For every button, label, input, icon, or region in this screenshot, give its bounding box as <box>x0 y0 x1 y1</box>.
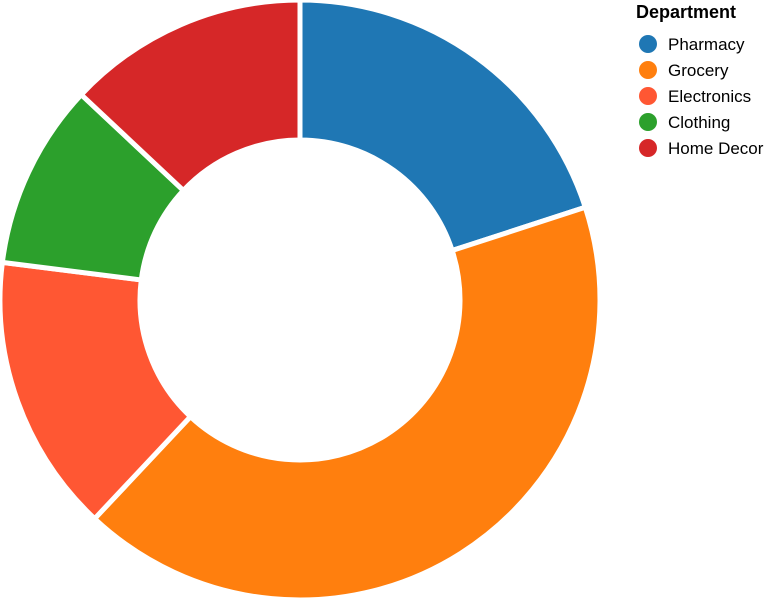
legend-items: Pharmacy Grocery Electronics Clothing Home D… <box>639 35 764 158</box>
legend-swatch-clothing <box>639 113 657 131</box>
donut-slices <box>0 0 600 600</box>
chart-legend: Department Pharmacy Grocery Electronics Clo… <box>636 2 764 158</box>
legend-title: Department <box>636 2 736 22</box>
legend-swatch-pharmacy <box>639 35 657 53</box>
slice-grocery[interactable] <box>92 204 603 600</box>
legend-label-grocery: Grocery <box>668 61 729 80</box>
legend-item-pharmacy[interactable]: Pharmacy <box>639 35 745 54</box>
legend-label-pharmacy: Pharmacy <box>668 35 745 54</box>
legend-item-home-decor[interactable]: Home Decor <box>639 139 764 158</box>
legend-item-electronics[interactable]: Electronics <box>639 87 751 106</box>
legend-item-grocery[interactable]: Grocery <box>639 61 729 80</box>
slice-electronics[interactable] <box>0 259 193 522</box>
legend-item-clothing[interactable]: Clothing <box>639 113 730 132</box>
slice-home-decor[interactable] <box>78 0 303 193</box>
legend-swatch-home-decor <box>639 139 657 157</box>
legend-swatch-electronics <box>639 87 657 105</box>
legend-label-electronics: Electronics <box>668 87 751 106</box>
slice-pharmacy[interactable] <box>297 0 588 254</box>
legend-swatch-grocery <box>639 61 657 79</box>
legend-label-clothing: Clothing <box>668 113 730 132</box>
legend-label-home-decor: Home Decor <box>668 139 764 158</box>
